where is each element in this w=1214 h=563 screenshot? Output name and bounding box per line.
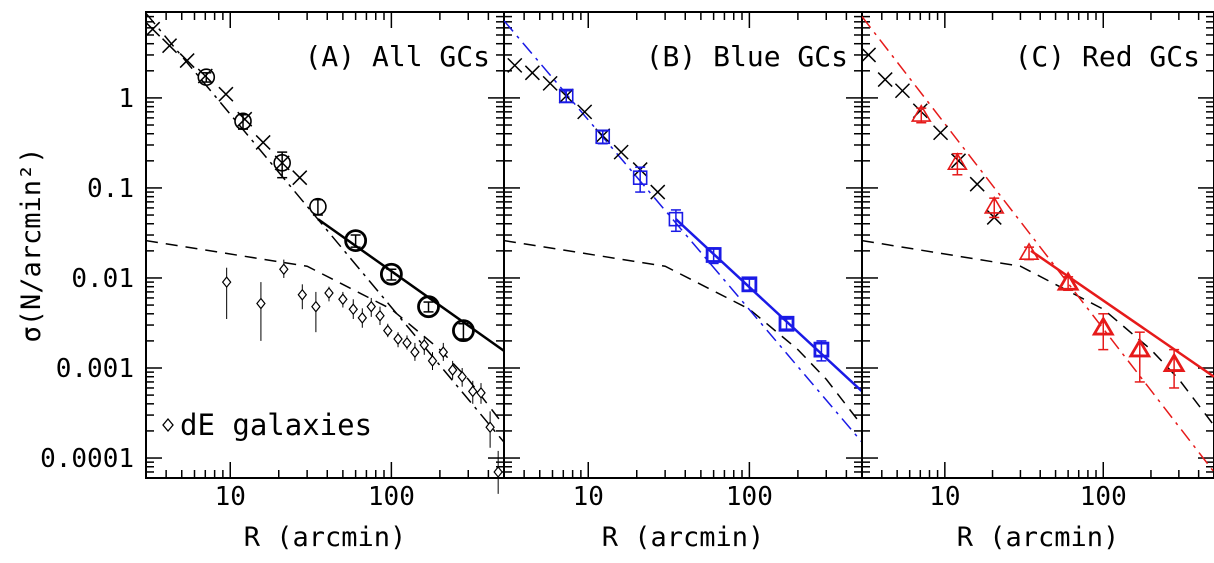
- panel-0-dashdot-fit-line: [146, 12, 504, 443]
- cross-point: [650, 184, 666, 200]
- dE-point: [221, 276, 232, 289]
- gc-point: [1091, 315, 1115, 336]
- x-tick-label: 10: [929, 482, 960, 512]
- cross-point: [524, 65, 540, 81]
- panel-2-frame: [861, 11, 1214, 479]
- legend-label: dE galaxies: [180, 408, 372, 442]
- gc-point: [705, 247, 722, 263]
- gc-point: [983, 196, 1005, 214]
- cross-point: [861, 47, 877, 63]
- dE-point: [447, 364, 458, 376]
- dE-point: [438, 346, 449, 359]
- panel-1-dashdot-fit-line: [504, 20, 862, 443]
- dE-point: [348, 303, 359, 316]
- panel-0-label: (A) All GCs: [305, 40, 490, 73]
- cross-point: [145, 21, 161, 37]
- legend-diamond-marker: [162, 417, 174, 433]
- dE-point: [383, 324, 393, 337]
- dE-point: [410, 346, 420, 359]
- x-tick-label: 10: [573, 482, 604, 512]
- cross-point: [162, 38, 178, 54]
- cross-point: [950, 153, 967, 169]
- x-axis-title: R (arcmin): [602, 522, 765, 553]
- x-tick-label: 10: [215, 482, 246, 512]
- gc-point: [741, 276, 758, 293]
- y-tick-label: 0.0001: [40, 444, 134, 474]
- gc-point: [452, 319, 475, 343]
- dE-point: [366, 300, 377, 313]
- cross-point: [179, 53, 195, 69]
- dE-point: [493, 466, 503, 478]
- dE-point: [485, 421, 495, 434]
- dE-point: [297, 288, 308, 301]
- gc-point: [1128, 337, 1152, 358]
- panel-1-frame: [503, 11, 863, 479]
- y-tick-label: 0.1: [87, 174, 134, 204]
- x-axis-title: R (arcmin): [957, 522, 1120, 553]
- gc-point: [1018, 242, 1040, 260]
- dE-point: [419, 339, 430, 351]
- dE-point: [402, 336, 412, 349]
- panel-2-dashdot-fit-line: [862, 16, 1214, 473]
- cross-point: [933, 125, 949, 141]
- gc-point: [379, 262, 403, 286]
- gc-point: [558, 88, 574, 104]
- x-tick-label: 100: [368, 482, 415, 512]
- x-tick-label: 100: [1080, 482, 1127, 512]
- gc-point: [273, 154, 291, 172]
- panel-1-solid-fit-line: [675, 218, 862, 393]
- cross-point: [542, 75, 558, 91]
- dE-point: [468, 385, 478, 398]
- dE-point: [427, 354, 438, 367]
- x-axis-title: R (arcmin): [244, 522, 407, 553]
- dE-point: [457, 370, 467, 383]
- gc-point: [417, 295, 440, 319]
- panel-2-dashed-fit-line: [862, 239, 1214, 426]
- dE-point: [357, 311, 368, 324]
- gc-point: [778, 315, 795, 332]
- dE-point: [375, 309, 385, 322]
- y-axis-title: σ(N/arcmin²): [16, 147, 47, 342]
- panel-1-dashed-fit-line: [504, 239, 862, 426]
- y-tick-label: 0.001: [56, 354, 134, 384]
- gc-point: [1162, 352, 1186, 372]
- panel-2-label: (C) Red GCs: [1015, 40, 1200, 73]
- y-tick-label: 1: [118, 84, 134, 114]
- cross-point: [577, 104, 593, 120]
- gc-point: [946, 152, 968, 170]
- dE-point: [324, 287, 334, 300]
- cross-point: [218, 86, 234, 102]
- dE-point: [256, 297, 266, 310]
- gc-point: [309, 197, 327, 216]
- panel-0-dashed-fit-line: [146, 239, 504, 426]
- cross-point: [613, 144, 629, 160]
- cross-point: [894, 83, 910, 99]
- gc-point: [595, 129, 611, 145]
- panel-1-label: (B) Blue GCs: [646, 40, 848, 73]
- gc-point: [910, 104, 932, 122]
- gc-point: [668, 211, 684, 227]
- dE-point: [476, 386, 486, 399]
- dE-point: [311, 300, 321, 313]
- y-tick-label: 0.01: [71, 264, 134, 294]
- dE-point: [393, 333, 403, 345]
- cross-point: [255, 134, 271, 150]
- gc-point: [197, 68, 216, 86]
- gc-point: [813, 341, 830, 358]
- dE-point: [279, 263, 289, 276]
- panel-2-solid-fit-line: [1030, 249, 1214, 378]
- gc-point: [1056, 271, 1080, 291]
- cross-point: [292, 170, 308, 186]
- gc-point: [632, 170, 648, 185]
- gc-point: [234, 112, 252, 131]
- cross-point: [969, 176, 985, 192]
- gc-point: [344, 229, 368, 253]
- cross-point: [507, 57, 523, 73]
- dE-point: [338, 293, 348, 306]
- x-tick-label: 100: [726, 482, 773, 512]
- cross-point: [877, 72, 893, 88]
